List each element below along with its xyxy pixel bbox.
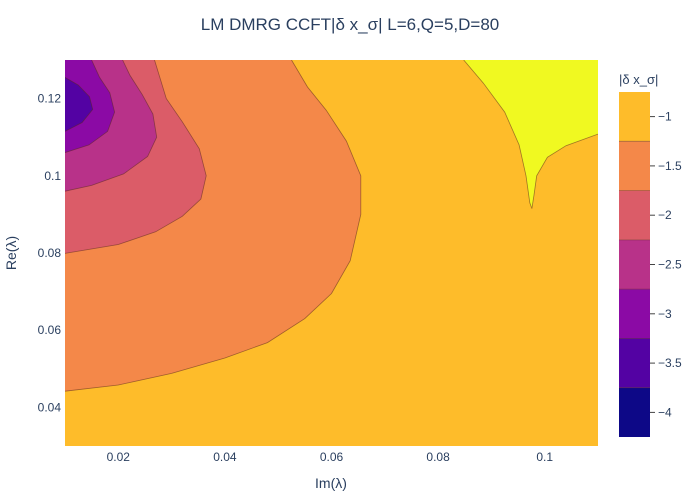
colorbar-tick-label: −3 (658, 307, 672, 321)
contour-level-2.75-line (65, 60, 116, 153)
colorbar-band (619, 289, 650, 339)
y-tick-label: 0.12 (38, 92, 62, 106)
y-tick-label: 0.06 (38, 323, 62, 337)
y-tick-label: 0.1 (44, 169, 61, 183)
contour-lines (65, 60, 598, 392)
contour-level-0.75-line (463, 60, 598, 209)
x-tick-label: 0.04 (213, 450, 237, 464)
plot-area (65, 60, 598, 446)
colorbar-tick-label: −4 (658, 405, 672, 419)
contour-level-3.25-line (65, 77, 94, 132)
colorbar-band (619, 387, 650, 437)
contour-level-1.75-line (65, 60, 207, 254)
colorbar-tick-label: −1.5 (658, 159, 682, 173)
colorbar-band (619, 141, 650, 191)
y-tick-label: 0.04 (38, 400, 62, 414)
colorbar-band (619, 190, 650, 240)
colorbar-title: |δ x_σ| (619, 72, 658, 87)
contour-level-2.25-line (65, 60, 158, 192)
colorbar-tick-label: −3.5 (658, 356, 682, 370)
y-axis: 0.04 0.06 0.08 0.1 0.12 (38, 92, 62, 415)
x-tick-label: 0.08 (426, 450, 450, 464)
x-tick-label: 0.02 (107, 450, 131, 464)
colorbar-band (619, 239, 650, 290)
colorbar: |δ x_σ| −1 −1.5 −2 −2.5 −3 −3.5 −4 (619, 72, 682, 437)
colorbar-tick-label: −2 (658, 208, 672, 222)
colorbar-band (619, 338, 650, 388)
chart-title: LM DMRG CCFT|δ x_σ| L=6,Q=5,D=80 (201, 15, 500, 34)
x-tick-label: 0.1 (536, 450, 553, 464)
x-axis: 0.02 0.04 0.06 0.08 0.1 (107, 450, 554, 464)
colorbar-band (619, 92, 650, 142)
colorbar-tick-label: −2.5 (658, 258, 682, 272)
x-axis-title: Im(λ) (315, 475, 347, 491)
colorbar-tick-label: −1 (658, 110, 672, 124)
contour-level-1.25-line (65, 60, 362, 392)
y-tick-label: 0.08 (38, 246, 62, 260)
y-axis-title: Re(λ) (3, 236, 19, 270)
contour-band-yellow (463, 60, 598, 209)
x-tick-label: 0.06 (320, 450, 344, 464)
